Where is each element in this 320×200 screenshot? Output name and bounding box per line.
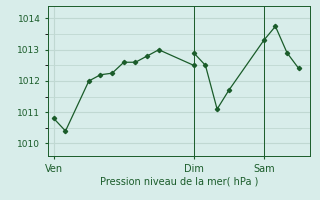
X-axis label: Pression niveau de la mer( hPa ): Pression niveau de la mer( hPa ) — [100, 176, 258, 186]
